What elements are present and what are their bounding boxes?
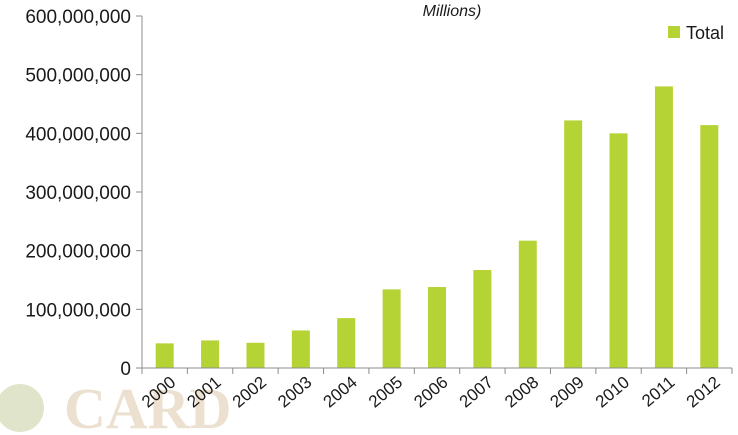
bar-2006 [428, 287, 446, 368]
x-tick-label: 2003 [274, 373, 315, 412]
x-tick-label: 2011 [638, 373, 678, 411]
watermark-text: CARD [64, 376, 232, 435]
bar-2005 [382, 289, 401, 368]
x-tick-label: 2004 [320, 373, 361, 412]
bar-2011 [654, 86, 673, 369]
y-tick-label: 600,000,000 [25, 7, 131, 28]
legend-swatch-total [668, 26, 680, 38]
x-tick-label: 2005 [365, 373, 406, 412]
x-tick-label: 2010 [592, 373, 633, 412]
y-tick-label: 0 [120, 359, 131, 380]
y-axis: 0 100,000,000 200,000,000 300,000,000 400,00… [25, 7, 143, 380]
y-tick-label: 300,000,000 [25, 183, 131, 204]
x-tick-label: 2002 [229, 373, 270, 412]
y-tick-label: 400,000,000 [25, 124, 131, 145]
bar-2008 [518, 240, 537, 368]
bar-2000 [155, 343, 174, 368]
x-tick-label: 2009 [547, 373, 588, 412]
watermark-leaf-icon [0, 384, 44, 432]
legend: Total [668, 23, 724, 43]
x-tick-label: 2006 [410, 373, 451, 412]
bar-2007 [473, 270, 492, 368]
legend-label-total: Total [686, 23, 724, 43]
x-tick-label: 2012 [683, 373, 724, 412]
bars-total [155, 86, 719, 369]
bar-2004 [337, 318, 356, 368]
card-watermark-logo: CARD [0, 376, 232, 435]
bar-2002 [246, 342, 265, 368]
bar-2009 [564, 120, 583, 368]
chart-title: Millions) [423, 3, 482, 20]
bar-2010 [609, 133, 628, 368]
bar-2001 [201, 340, 220, 368]
bar-2003 [291, 330, 310, 368]
bar-2012 [700, 125, 719, 369]
y-tick-label: 500,000,000 [25, 66, 131, 87]
x-tick-label: 2007 [456, 373, 497, 412]
x-tick-label: 2008 [501, 373, 542, 412]
y-tick-label: 100,000,000 [25, 300, 131, 321]
y-tick-label: 200,000,000 [25, 242, 131, 263]
